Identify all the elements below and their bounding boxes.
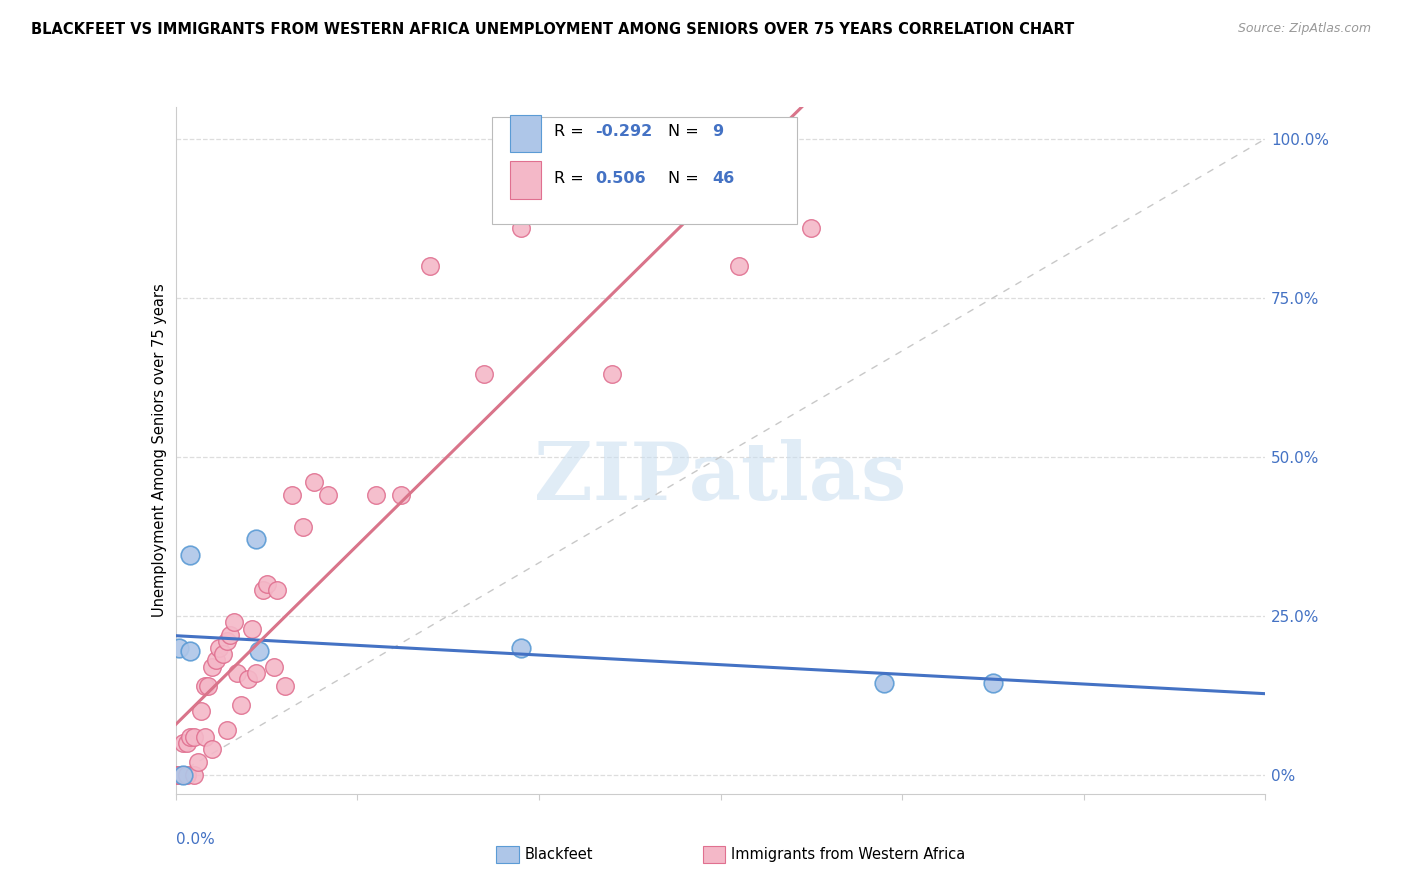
Text: N =: N = bbox=[668, 171, 704, 186]
Point bbox=[873, 675, 896, 690]
Point bbox=[245, 666, 267, 681]
Bar bbox=[510, 114, 541, 153]
Point bbox=[291, 520, 314, 534]
Point bbox=[219, 628, 242, 642]
Point bbox=[169, 768, 191, 782]
Point bbox=[212, 647, 235, 661]
Point bbox=[240, 622, 263, 636]
Text: R =: R = bbox=[554, 171, 593, 186]
Point bbox=[419, 259, 441, 273]
Point bbox=[169, 640, 191, 655]
Point bbox=[509, 640, 531, 655]
Text: Immigrants from Western Africa: Immigrants from Western Africa bbox=[731, 847, 966, 862]
Point bbox=[172, 736, 194, 750]
Text: BLACKFEET VS IMMIGRANTS FROM WESTERN AFRICA UNEMPLOYMENT AMONG SENIORS OVER 75 Y: BLACKFEET VS IMMIGRANTS FROM WESTERN AFR… bbox=[31, 22, 1074, 37]
Point bbox=[600, 367, 623, 381]
Point bbox=[389, 488, 412, 502]
Text: -0.292: -0.292 bbox=[595, 124, 652, 139]
Point bbox=[183, 768, 205, 782]
Point bbox=[509, 220, 531, 235]
Point bbox=[201, 742, 224, 756]
Point bbox=[274, 679, 297, 693]
Point bbox=[215, 634, 238, 648]
Point bbox=[252, 583, 274, 598]
Point bbox=[197, 679, 219, 693]
Point bbox=[172, 768, 194, 782]
Text: 0.0%: 0.0% bbox=[176, 831, 215, 847]
Text: 0.506: 0.506 bbox=[595, 171, 645, 186]
Point bbox=[183, 730, 205, 744]
Point bbox=[179, 730, 201, 744]
Point bbox=[194, 679, 217, 693]
Text: N =: N = bbox=[668, 124, 704, 139]
Point bbox=[727, 259, 749, 273]
Text: 46: 46 bbox=[711, 171, 734, 186]
Text: Source: ZipAtlas.com: Source: ZipAtlas.com bbox=[1237, 22, 1371, 36]
Point bbox=[266, 583, 288, 598]
Point bbox=[179, 549, 201, 563]
Text: R =: R = bbox=[554, 124, 589, 139]
Point bbox=[222, 615, 245, 630]
Point bbox=[245, 533, 267, 547]
Point bbox=[981, 675, 1004, 690]
Point bbox=[165, 768, 187, 782]
Point bbox=[256, 577, 278, 591]
Point bbox=[194, 730, 217, 744]
Text: ZIPatlas: ZIPatlas bbox=[534, 439, 907, 517]
Point bbox=[176, 768, 198, 782]
Point bbox=[281, 488, 304, 502]
Point bbox=[364, 488, 387, 502]
Point bbox=[169, 768, 191, 782]
Point bbox=[318, 488, 340, 502]
Y-axis label: Unemployment Among Seniors over 75 years: Unemployment Among Seniors over 75 years bbox=[152, 284, 167, 617]
Point bbox=[179, 644, 201, 658]
Point bbox=[204, 653, 226, 667]
Point bbox=[201, 659, 224, 673]
Point bbox=[190, 704, 212, 718]
FancyBboxPatch shape bbox=[492, 118, 797, 224]
Point bbox=[226, 666, 249, 681]
Point bbox=[186, 755, 209, 769]
Point bbox=[238, 673, 260, 687]
Point bbox=[474, 367, 496, 381]
Bar bbox=[510, 161, 541, 199]
Point bbox=[263, 659, 285, 673]
Text: 9: 9 bbox=[711, 124, 723, 139]
Point bbox=[208, 640, 231, 655]
Point bbox=[231, 698, 253, 712]
Point bbox=[172, 768, 194, 782]
Text: Blackfeet: Blackfeet bbox=[524, 847, 593, 862]
Point bbox=[215, 723, 238, 738]
Point bbox=[176, 736, 198, 750]
Point bbox=[247, 644, 270, 658]
Point bbox=[800, 220, 823, 235]
Point bbox=[302, 475, 325, 490]
